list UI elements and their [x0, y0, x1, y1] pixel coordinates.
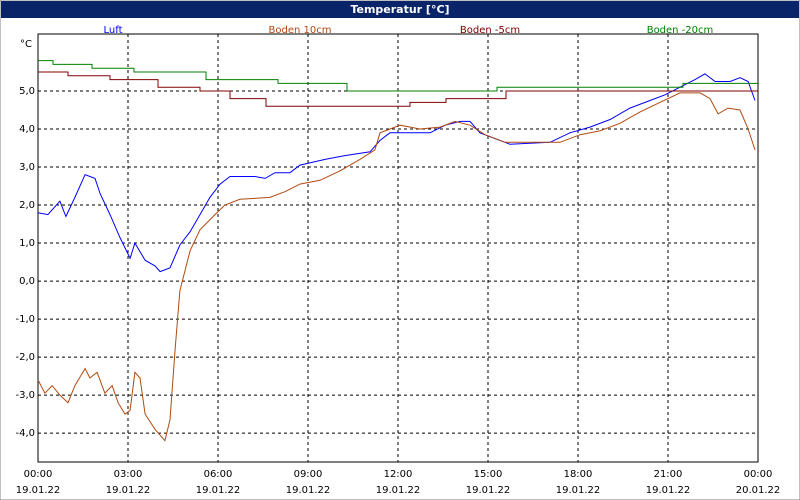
- y-tick-label: -2,0: [15, 352, 35, 363]
- x-tick-label: 18:00: [564, 469, 593, 480]
- legend-label: Boden -5cm: [460, 25, 520, 36]
- y-tick-label: 0,0: [19, 276, 35, 287]
- x-tick-date: 19.01.22: [106, 485, 151, 496]
- x-tick-label: 15:00: [474, 469, 503, 480]
- x-tick-label: 00:00: [24, 469, 53, 480]
- x-tick-date: 19.01.22: [556, 485, 601, 496]
- series-line: [38, 71, 758, 107]
- y-tick-label: 4,0: [19, 124, 35, 135]
- chart-title: Temperatur [°C]: [350, 3, 449, 16]
- x-tick-label: 03:00: [114, 469, 143, 480]
- x-tick-date: 19.01.22: [376, 485, 421, 496]
- series-line: [37, 73, 756, 273]
- x-tick-date: 20.01.22: [736, 485, 781, 496]
- y-tick-label: -3,0: [15, 390, 35, 401]
- x-tick-date: 19.01.22: [16, 485, 61, 496]
- x-tick-label: 09:00: [294, 469, 323, 480]
- x-tick-label: 21:00: [654, 469, 683, 480]
- y-tick-label: -1,0: [15, 314, 35, 325]
- y-tick-label: 3,0: [19, 162, 35, 173]
- title-bar: [1, 1, 799, 18]
- series-line: [37, 92, 756, 442]
- legend-label: Boden -20cm: [647, 25, 714, 36]
- legend-label: Boden 10cm: [269, 25, 332, 36]
- series-line: [38, 60, 758, 92]
- x-tick-label: 00:00: [744, 469, 773, 480]
- y-tick-label: 1,0: [19, 238, 35, 249]
- legend-label: Luft: [104, 25, 123, 36]
- x-tick-date: 19.01.22: [196, 485, 241, 496]
- y-tick-label: 5,0: [19, 86, 35, 97]
- x-tick-date: 19.01.22: [286, 485, 331, 496]
- y-unit: °C: [20, 39, 32, 50]
- y-tick-label: -4,0: [15, 428, 35, 439]
- x-tick-date: 19.01.22: [466, 485, 511, 496]
- x-tick-label: 12:00: [384, 469, 413, 480]
- x-tick-label: 06:00: [204, 469, 233, 480]
- y-tick-label: 2,0: [19, 200, 35, 211]
- x-tick-date: 19.01.22: [646, 485, 691, 496]
